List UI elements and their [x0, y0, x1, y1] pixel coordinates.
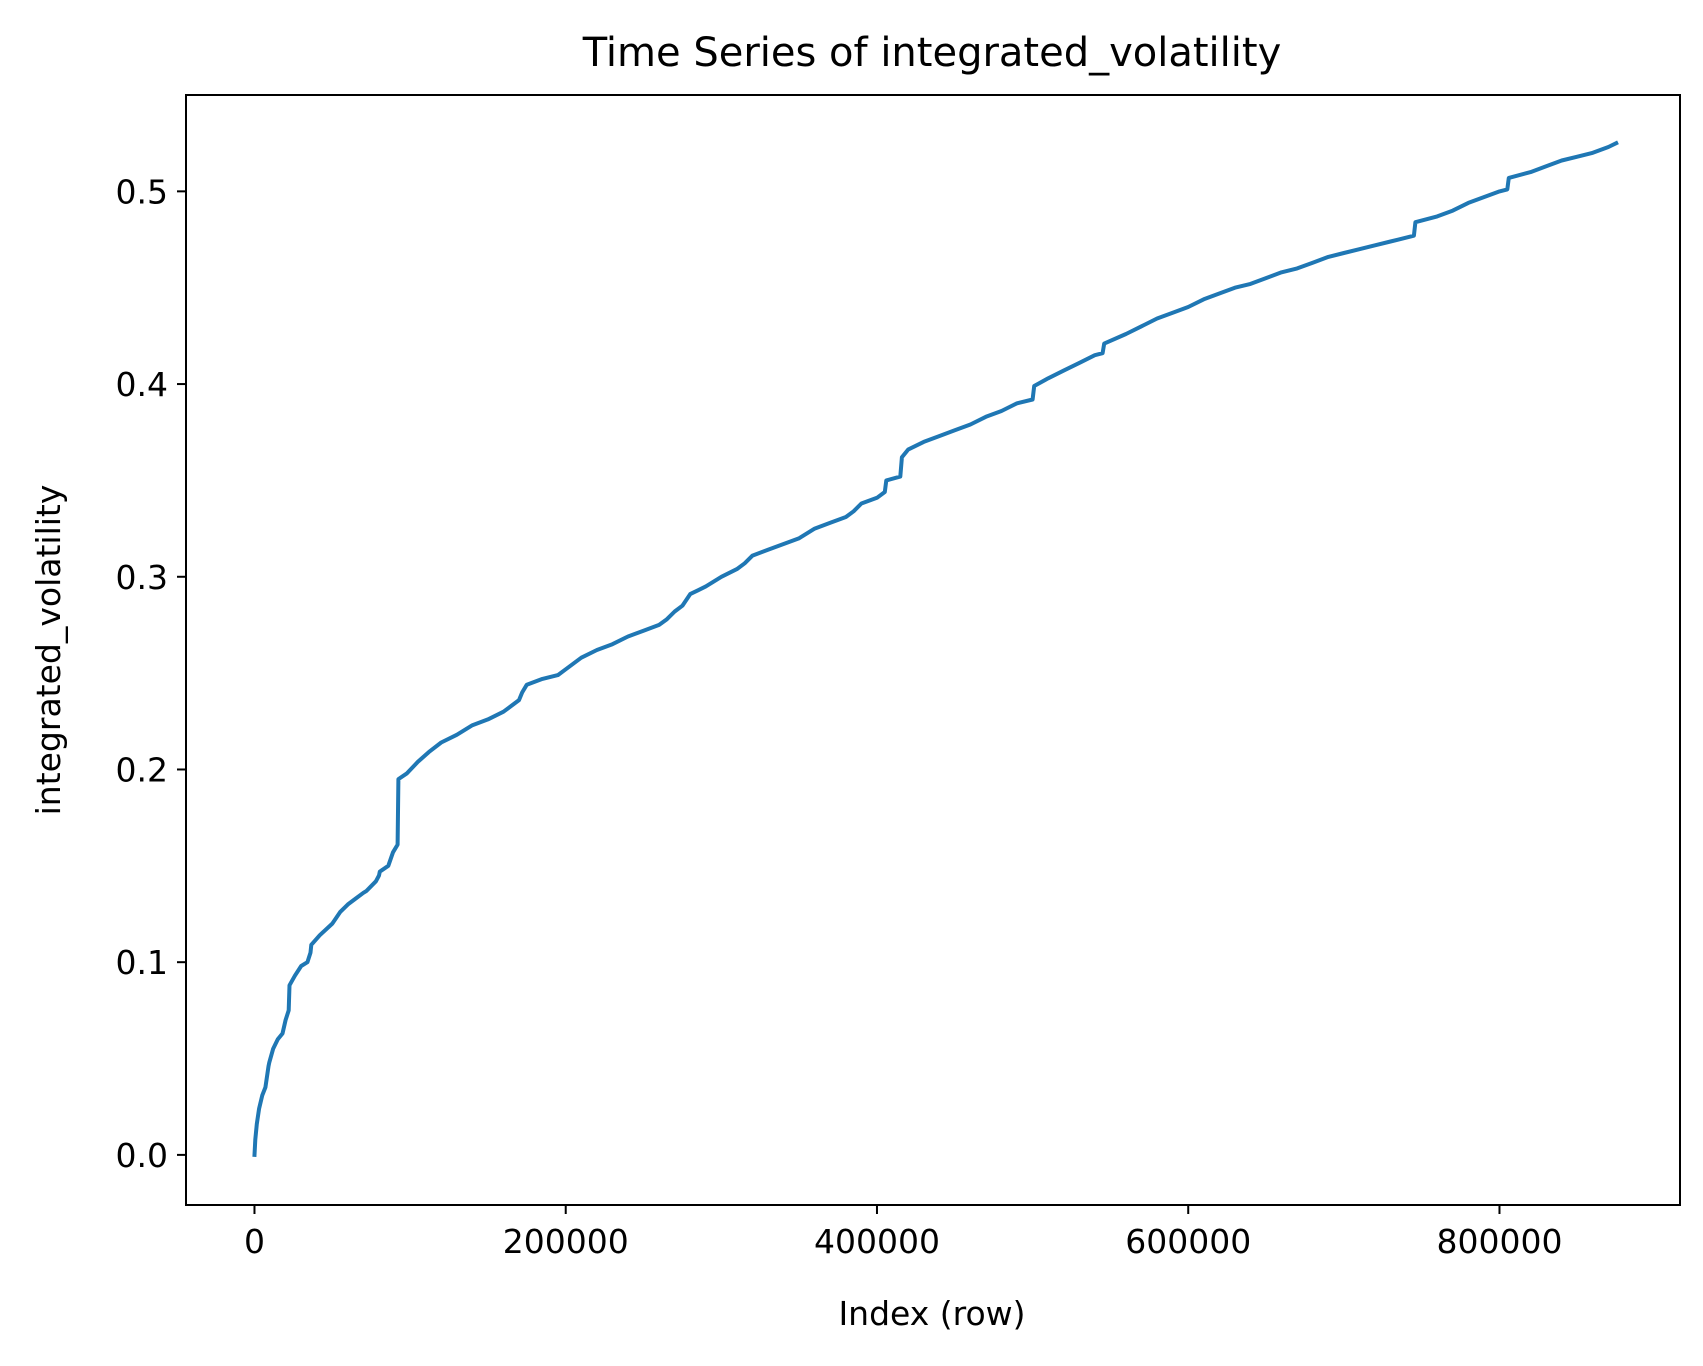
chart-title: Time Series of integrated_volatility [582, 30, 1282, 76]
y-tick-label: 0.0 [116, 1136, 168, 1175]
x-tick-label: 800000 [1436, 1222, 1562, 1261]
y-tick-label: 0.5 [116, 172, 168, 211]
x-tick-label: 200000 [503, 1222, 629, 1261]
y-axis-label: integrated_volatility [29, 485, 68, 816]
x-tick-label: 0 [244, 1222, 265, 1261]
x-tick-label: 600000 [1125, 1222, 1251, 1261]
ticks-layer: 0 200000 400000 600000 800000 0.0 0.1 0.2 0.3 0.4… [116, 172, 1563, 1261]
y-tick-label: 0.3 [116, 558, 168, 597]
plot-frame [185, 94, 1681, 1206]
series-line [252, 140, 1619, 1158]
x-axis-label: Index (row) [838, 1294, 1025, 1333]
series-layer [252, 140, 1619, 1158]
x-tick-label: 400000 [814, 1222, 940, 1261]
y-tick-label: 0.2 [116, 750, 168, 789]
y-tick-label: 0.1 [116, 943, 168, 982]
y-tick-label: 0.4 [116, 365, 168, 404]
